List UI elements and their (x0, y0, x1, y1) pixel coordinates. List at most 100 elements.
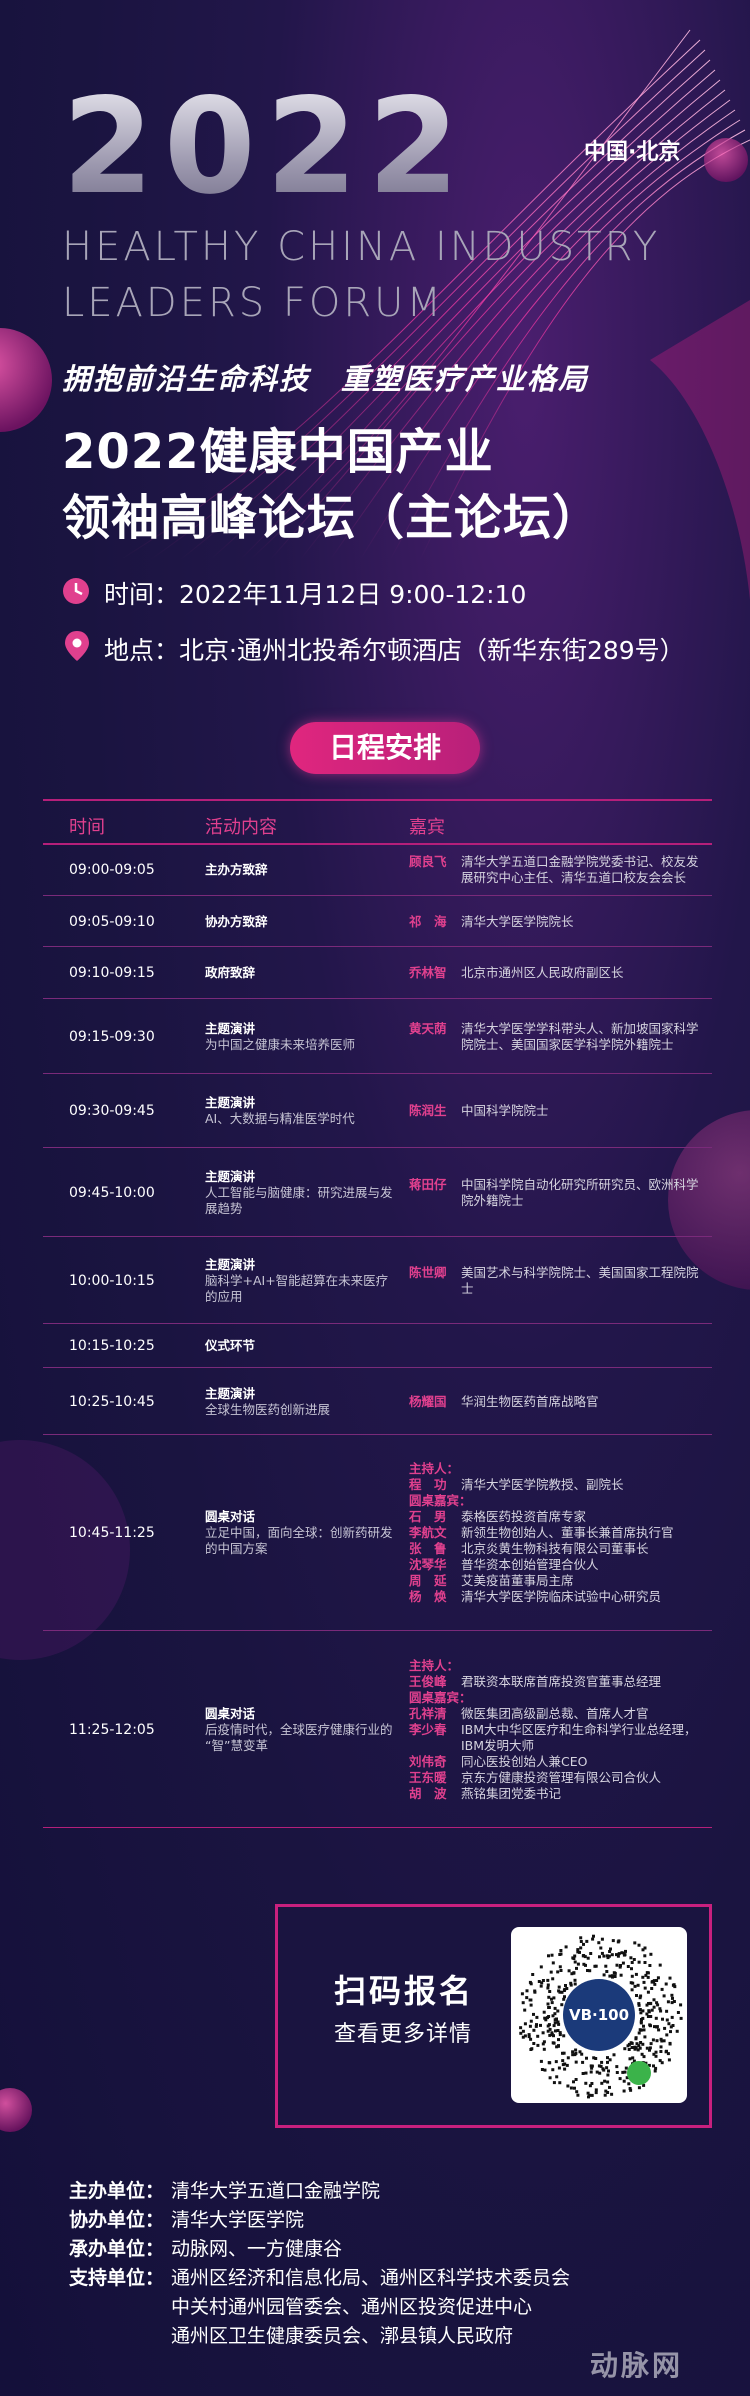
qr-dot (659, 2009, 663, 2013)
qr-dot (628, 2057, 632, 2061)
qr-dot (675, 2029, 679, 2033)
qr-dot (529, 2003, 533, 2007)
slogan: 拥抱前沿生命科技 重塑医疗产业格局 (62, 362, 590, 396)
qr-dot (622, 2089, 626, 2093)
qr-dot (638, 2046, 642, 2050)
speaker-name: 陈润生 (409, 1103, 447, 1118)
guests: 蒋田仔 中国科学院自动化研究所研究员、欧洲科学院外籍院士 (409, 1148, 709, 1237)
qr-dot (546, 1978, 550, 1982)
qr-dot (529, 2019, 533, 2023)
organizer-name: 动脉网、一方健康谷 (171, 2238, 343, 2260)
title: 2022健康中国产业 (62, 424, 494, 480)
qr-dot (647, 2002, 650, 2005)
qr-dot (543, 2068, 547, 2072)
qr-dot (640, 2052, 644, 2056)
qr-dot (546, 2029, 550, 2033)
guests: 黄天荫 清华大学医学学科带头人、新加坡国家科学院院士、美国国家医学科学院外籍院士 (409, 999, 709, 1074)
qr-dot (587, 2095, 590, 2099)
speaker-title: 泰格医药投资首席专家 (461, 1509, 587, 1524)
qr-dot (573, 1978, 577, 1982)
qr-dot (529, 1982, 533, 1986)
qr-dot (570, 1972, 574, 1976)
organizer-label: 承办单位： (69, 2238, 165, 2260)
qr-dot (571, 2050, 575, 2054)
qr-dot (605, 1954, 609, 1958)
qr-dot (624, 2066, 628, 2070)
qr-dot (650, 1980, 654, 1984)
qr-dot (560, 2003, 564, 2007)
qr-dot (560, 1990, 564, 1994)
qr-dot (604, 1964, 608, 1968)
qr-dot (572, 2080, 575, 2084)
qr-dot (645, 2046, 649, 2050)
qr-dot (641, 2016, 645, 2020)
qr-dot (634, 1972, 638, 1976)
activity-topic: 全球生物医药创新进展 (205, 1401, 331, 1417)
qr-dot (588, 2093, 592, 2097)
qr-dot (659, 2037, 663, 2041)
qr-dot (548, 2027, 552, 2031)
qr-dot (534, 2024, 538, 2028)
qr-dot (550, 2031, 554, 2035)
row-rule (43, 1434, 712, 1435)
qr-dot (597, 2064, 601, 2068)
qr-dot (653, 1982, 657, 1986)
guests (409, 1324, 709, 1368)
qr-dot (533, 1989, 537, 1993)
qr-dot (669, 2030, 672, 2034)
qr-dot (664, 1982, 668, 1986)
qr-dot (637, 2003, 641, 2007)
qr-dot (658, 1963, 662, 1967)
qr-dot (565, 2063, 569, 2067)
qr-dot (556, 2029, 560, 2032)
qr-dot (564, 1984, 567, 1987)
qr-dot (625, 2076, 629, 2080)
qr-dot (637, 2031, 641, 2035)
organizer-name: 中关村通州园管委会、通州区投资促进中心 (171, 2296, 533, 2318)
activity-topic: 人工智能与脑健康：研究进展与发展趋势 (205, 1184, 393, 1216)
qr-dot (539, 1965, 543, 1969)
activity-type: 主题演讲 (205, 1095, 256, 1110)
qr-dot (585, 2056, 588, 2060)
qr-dot (621, 1961, 625, 1965)
qr-dot (616, 1940, 620, 1944)
qr-dot (548, 2076, 552, 2080)
speaker: 沈琴华 普华资本创始管理合伙人 (409, 1557, 709, 1573)
qr-dot (555, 2075, 559, 2079)
qr-dot (589, 1952, 593, 1955)
qr-dot (603, 2093, 607, 2097)
qr-dot (576, 2093, 580, 2097)
qr-dot (553, 2006, 557, 2010)
qr-dot (626, 1965, 630, 1968)
qr-dot (661, 2017, 664, 2021)
row-time: 11:25-12:05 (69, 1721, 155, 1738)
qr-dot (557, 1985, 561, 1989)
guests: 杨耀国 华润生物医药首席战略官 (409, 1368, 709, 1435)
speaker-title: 北京炎黄生物科技有限公司董事长 (461, 1541, 649, 1556)
speaker: 黄天荫 清华大学医学学科带头人、新加坡国家科学院院士、美国国家医学科学院外籍院士 (409, 1021, 709, 1053)
speaker-title: 北京市通州区人民政府副区长 (461, 965, 624, 980)
qr-code[interactable]: VB·100 (511, 1927, 687, 2103)
qr-dot (573, 2086, 576, 2090)
qr-dot (561, 2051, 564, 2055)
qr-dot (630, 1967, 633, 1971)
qr-dot (656, 1976, 660, 1980)
activity-type: 政府致辞 (205, 965, 256, 980)
event-time: 时间：2022年11月12日 9:00-12:10 (104, 580, 527, 609)
row-rule (43, 895, 712, 896)
qr-dot (627, 2082, 631, 2086)
qr-dot (523, 2008, 527, 2012)
schedule-row: 10:00-10:15 主题演讲 脑科学+AI+智能超算在未来医疗的应用 陈世卿 美国艺… (43, 1237, 712, 1324)
speaker-name: 刘伟奇 (409, 1753, 447, 1769)
qr-dot (544, 2018, 548, 2022)
qr-dot (652, 2052, 656, 2056)
qr-dot (606, 2080, 610, 2084)
qr-dot (630, 1974, 634, 1978)
speaker-title: 同心医投创始人兼CEO (461, 1753, 588, 1769)
qr-dot (532, 2028, 536, 2032)
speaker-title: 美国艺术与科学院院士、美国国家工程院院士 (461, 1264, 699, 1296)
english-title: HEALTHY CHINA INDUSTRY (62, 224, 661, 270)
qr-dot (586, 2091, 590, 2095)
qr-dot (521, 2029, 525, 2033)
qr-pattern: VB·100 (519, 1934, 683, 2099)
